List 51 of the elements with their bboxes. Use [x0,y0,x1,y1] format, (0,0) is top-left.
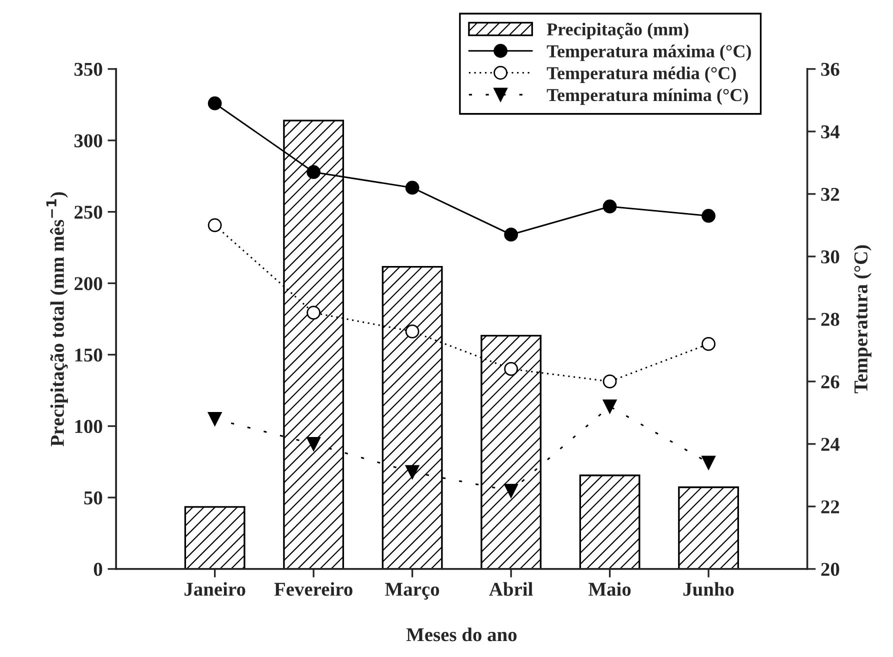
y2-axis-title: Temperatura (°C) [854,245,872,394]
point [208,218,222,232]
point [405,324,420,338]
x-tick-label: Abril [489,582,533,596]
point [602,374,617,388]
legend-label: Temperatura mínima (°C) [546,88,748,105]
point [405,180,420,195]
y2-tick-label: 26 [821,375,840,388]
y2-tick-label: 30 [821,250,840,264]
point [306,165,321,180]
y-axis-title: Precipitação total (mm mês$^{−1}$) [46,192,68,446]
x-tick-label: Junho [683,582,734,596]
x-tick-label: Maio [588,582,631,596]
point [306,437,321,451]
point [208,96,222,110]
legend-label: Precipitação (mm) [546,22,688,40]
y-tick-label: 300 [74,134,102,148]
point [602,400,617,414]
bar [184,506,246,569]
point [504,228,518,242]
x-tick-label: Fevereiro [274,582,352,596]
point [702,208,716,223]
point [504,484,518,498]
point [602,200,617,214]
legend-label: Temperatura média (°C) [546,66,736,83]
y-tick-label: 350 [74,62,102,76]
y2-tick-label: 24 [821,438,840,451]
y2-tick-label: 36 [821,62,840,76]
point [504,362,518,376]
bar [678,486,739,569]
x-axis-title: Meses do ano [406,628,517,642]
point [702,337,716,351]
y2-tick-label: 34 [821,125,840,138]
legend-label: Temperatura máxima (°C) [546,44,751,62]
y2-tick-label: 22 [821,500,840,514]
point [405,465,420,480]
y-tick-label: 250 [74,206,102,219]
y-tick-label: 200 [74,277,102,290]
y2-tick-label: 32 [821,188,840,201]
x-tick-label: Março [385,582,440,600]
point [208,412,222,426]
point [702,456,716,470]
y2-tick-label: 20 [821,562,840,576]
point [306,306,321,320]
x-tick-label: Janeiro [184,582,246,596]
y-tick-label: 150 [75,348,102,362]
y-tick-label: 100 [75,420,102,434]
bar [579,474,640,569]
y-tick-label: 50 [84,491,102,504]
y-tick-label: 0 [94,562,102,576]
y2-tick-label: 28 [821,312,840,326]
